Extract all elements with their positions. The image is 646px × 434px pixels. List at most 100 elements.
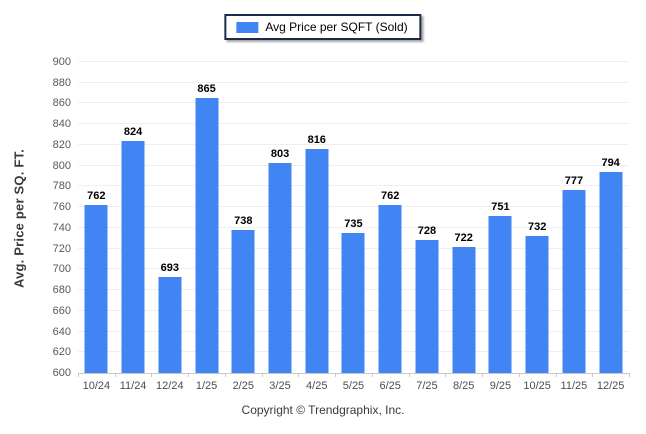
bar-column: 803	[262, 62, 299, 373]
y-tick-label: 760	[52, 201, 71, 214]
bar-column: 777	[556, 62, 593, 373]
x-axis-tick	[518, 373, 520, 377]
bar-value-label: 777	[564, 174, 584, 187]
x-axis-tick	[335, 373, 337, 377]
bar-value-label: 735	[344, 218, 363, 231]
legend-swatch-icon	[236, 21, 259, 33]
x-tick-label: 11/24	[119, 380, 147, 392]
gridline	[78, 143, 629, 145]
x-tick-label: 6/25	[379, 380, 401, 392]
bar	[341, 233, 365, 373]
bar-value-label: 816	[307, 134, 326, 147]
x-tick-label: 4/25	[306, 380, 328, 392]
bar-value-label: 722	[454, 231, 473, 244]
gridline	[78, 185, 629, 187]
y-tick-label: 600	[52, 367, 71, 379]
x-axis-tick	[371, 373, 373, 377]
x-tick-label: 5/25	[342, 380, 365, 392]
bar-column: 735	[335, 62, 372, 373]
x-tick-label: 10/25	[523, 380, 551, 392]
x-axis-tick	[114, 373, 116, 377]
bar-value-label: 762	[381, 190, 400, 203]
y-tick-label: 780	[52, 180, 71, 193]
x-axis-tick	[445, 373, 447, 377]
bar-value-label: 732	[527, 221, 547, 234]
bar	[121, 140, 145, 373]
bar-value-label: 803	[270, 147, 290, 160]
x-tick-label: 10/24	[82, 380, 111, 392]
bar-value-label: 738	[234, 214, 253, 227]
bar	[195, 98, 219, 373]
bar-column: 751	[482, 62, 519, 373]
x-tick-label: 9/25	[489, 380, 512, 392]
bar-column: 824	[115, 62, 152, 373]
y-tick-label: 660	[52, 304, 71, 317]
bar-value-label: 865	[197, 83, 216, 96]
bar-column: 762	[372, 62, 409, 373]
y-tick-label: 720	[52, 242, 71, 255]
bar-column: 865	[188, 62, 225, 373]
x-tick-label: 7/25	[416, 380, 438, 392]
bar-column: 794	[592, 62, 629, 373]
bar	[525, 236, 549, 373]
bar	[378, 205, 402, 373]
bar-value-label: 728	[417, 225, 437, 238]
x-tick-label: 1/25	[195, 380, 218, 392]
x-axis-tick	[592, 373, 594, 377]
x-axis-tick	[629, 373, 630, 377]
bar	[562, 189, 586, 373]
bar	[268, 162, 292, 373]
y-tick-label: 900	[52, 56, 71, 68]
bar-column: 728	[409, 62, 446, 373]
legend-label: Avg Price per SQFT (Sold)	[265, 20, 408, 34]
bar	[415, 240, 439, 373]
x-tick-label: 3/25	[269, 380, 291, 392]
bar-column: 762	[78, 62, 115, 373]
bar	[158, 276, 182, 373]
y-tick-label: 860	[52, 97, 71, 110]
x-axis-tick	[78, 373, 79, 377]
x-axis-tick	[408, 373, 410, 377]
y-tick-label: 800	[52, 159, 71, 172]
plot-area: 600 620 640 660 680 700 720 740 760 780 800 820 840 8…	[53, 56, 630, 392]
y-tick-label: 820	[52, 138, 71, 151]
y-tick-label: 840	[52, 118, 71, 131]
bar-column: 732	[519, 62, 556, 373]
x-axis-tick	[261, 373, 263, 377]
bar	[452, 246, 476, 373]
bar	[84, 205, 108, 373]
gridline	[78, 123, 629, 125]
x-axis-tick	[188, 373, 190, 377]
x-tick-label: 11/25	[560, 380, 588, 392]
x-tick-label: 8/25	[452, 380, 475, 392]
copyright-text: Copyright © Trendgraphix, Inc.	[241, 403, 405, 417]
gridline	[78, 164, 629, 166]
gridline	[78, 102, 629, 104]
x-axis-tick	[224, 373, 226, 377]
gridline	[78, 81, 629, 83]
legend: Avg Price per SQFT (Sold)	[224, 14, 422, 40]
x-tick-label: 12/24	[156, 380, 184, 392]
bar-column: 738	[225, 62, 262, 373]
bar-value-label: 762	[87, 190, 106, 203]
y-axis-title: Avg. Price per SQ. FT.	[11, 149, 27, 289]
x-axis-tick	[555, 373, 557, 377]
bar-column: 816	[298, 62, 335, 373]
gridline	[78, 206, 629, 208]
gridline	[78, 226, 629, 228]
y-tick-label: 880	[52, 76, 71, 89]
bar-column: 693	[151, 62, 188, 373]
x-tick-label: 12/25	[596, 380, 625, 392]
x-axis-tick	[298, 373, 300, 377]
bar-value-label: 751	[491, 201, 510, 214]
y-tick-label: 620	[52, 346, 71, 359]
x-axis-line	[78, 373, 629, 374]
y-tick-label: 640	[52, 325, 71, 338]
bar-value-label: 824	[123, 125, 143, 138]
x-tick-label: 2/25	[232, 380, 254, 392]
y-tick-label: 700	[52, 263, 71, 276]
y-tick-label: 680	[52, 284, 71, 297]
gridline	[78, 61, 629, 62]
bar-column: 722	[445, 62, 482, 373]
